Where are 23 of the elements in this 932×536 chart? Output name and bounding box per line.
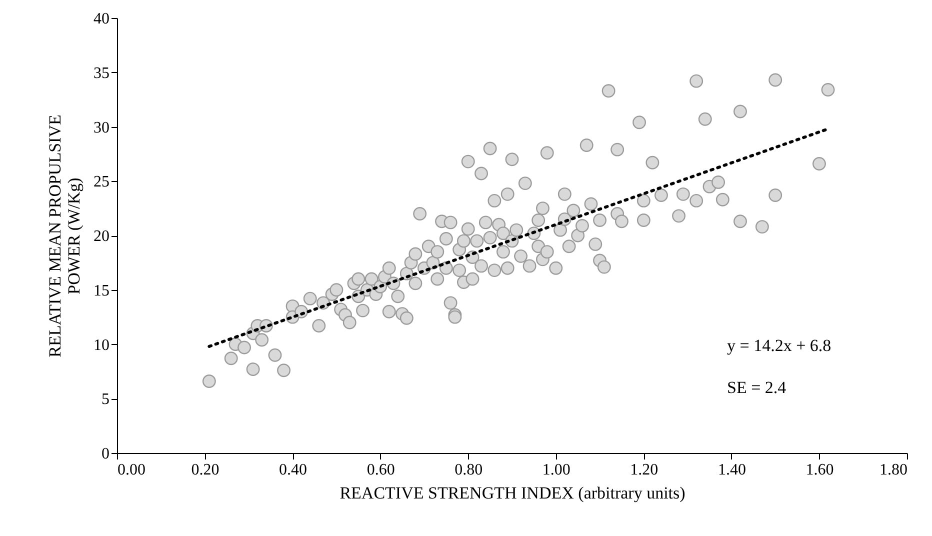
y-tick-label: 35 <box>94 64 110 82</box>
annotation: y = 14.2x + 6.8 <box>727 336 832 355</box>
y-tick-label: 0 <box>102 446 110 462</box>
y-tick-label: 40 <box>94 10 110 28</box>
y-tick-label: 30 <box>94 119 110 136</box>
x-tick-label: 0.00 <box>118 462 146 478</box>
x-tick-label: 1.00 <box>542 462 570 478</box>
x-tick-label: 1.80 <box>880 462 908 478</box>
x-axis-title: REACTIVE STRENGTH INDEX (arbitrary units) <box>340 484 686 502</box>
y-tick-label: 25 <box>94 174 110 191</box>
x-tick-label: 0.60 <box>366 462 395 478</box>
y-tick-label: 20 <box>94 228 110 245</box>
x-tick-label: 1.60 <box>806 462 834 478</box>
annotation: SE = 2.4 <box>727 378 787 397</box>
x-tick-label: 0.80 <box>454 462 483 478</box>
x-tick-label: 0.40 <box>279 462 308 478</box>
y-axis-title: RELATIVE MEAN PROPULSIVE POWER (W/Kg) <box>46 114 84 358</box>
y-tick-label: 5 <box>102 391 110 408</box>
x-tick-label: 0.20 <box>191 462 220 478</box>
y-tick-label: 10 <box>94 336 110 354</box>
x-tick-label: 1.40 <box>718 462 746 478</box>
x-tick-label: 1.20 <box>630 462 658 478</box>
y-tick-label: 15 <box>94 282 110 300</box>
